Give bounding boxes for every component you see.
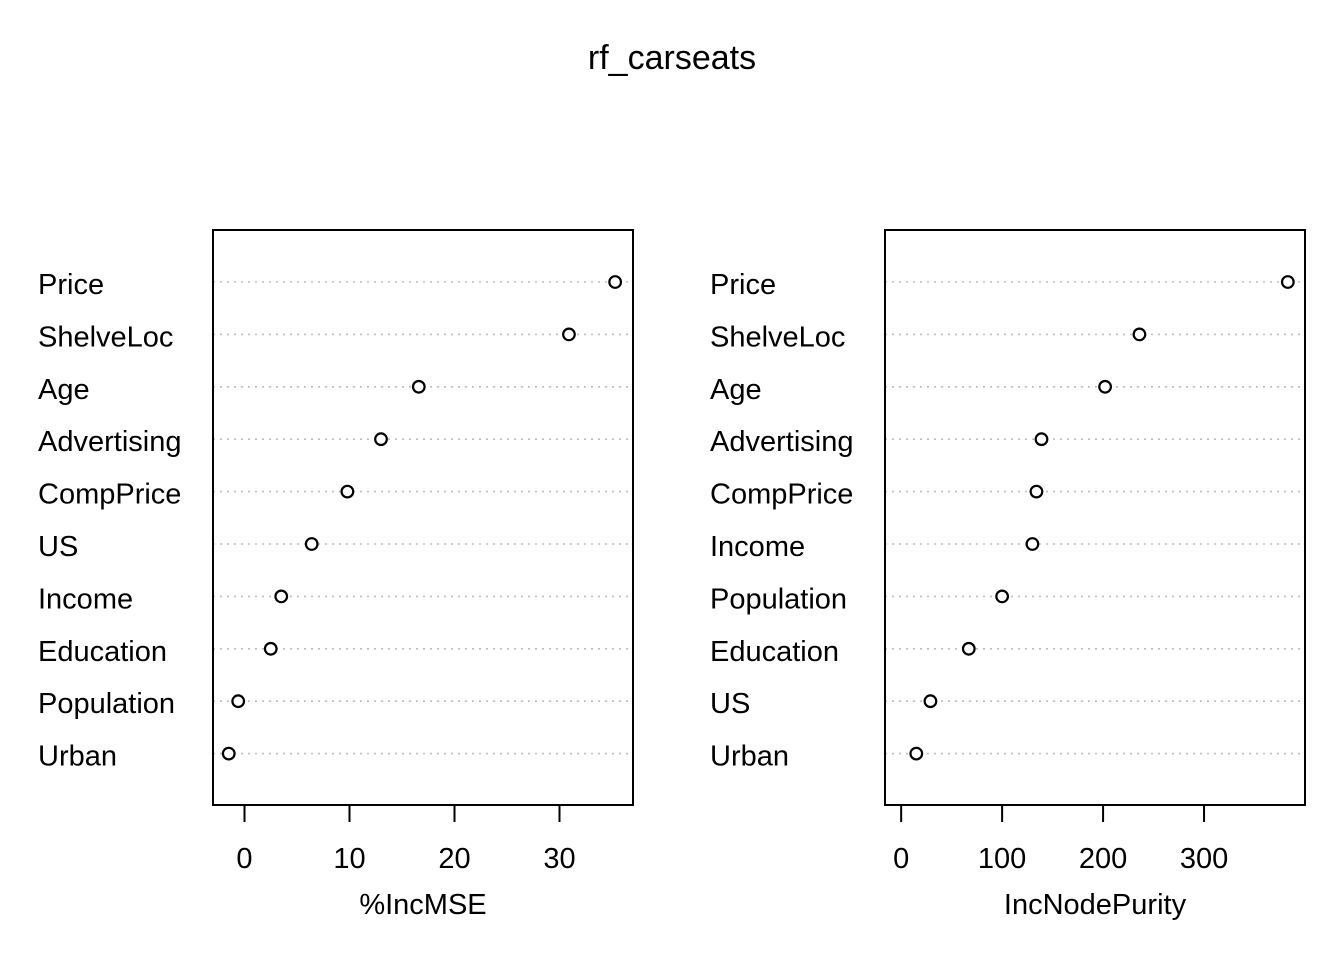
point-compprice [1029, 484, 1044, 499]
label-shelveloc: ShelveLoc [710, 321, 845, 353]
label-compprice: CompPrice [38, 479, 181, 511]
point-advertising [374, 432, 388, 447]
point-price [608, 275, 623, 289]
panel-incmse: Price ShelveLoc Age Advertising CompPrice US I… [38, 229, 634, 921]
x-tick-label: 20 [438, 843, 470, 875]
point-us [923, 694, 938, 709]
x-axis: 0 10 20 30 [236, 804, 576, 875]
label-age: Age [710, 374, 762, 406]
label-urban: Urban [38, 741, 117, 773]
panel-incnodepurity: Price ShelveLoc Age Advertising CompPrice Inc… [710, 229, 1306, 921]
data-points [909, 275, 1295, 761]
point-education [961, 641, 976, 656]
point-age [1098, 379, 1112, 394]
point-urban [909, 746, 924, 761]
x-tick-label: 10 [333, 843, 365, 875]
point-price [1280, 275, 1295, 289]
label-urban: Urban [710, 741, 789, 773]
label-advertising: Advertising [38, 426, 181, 458]
point-income [1025, 537, 1040, 551]
point-age [411, 379, 426, 394]
label-compprice: CompPrice [710, 479, 853, 511]
guide-lines [213, 281, 633, 755]
point-education [263, 641, 278, 656]
x-axis: 0 100 200 300 [893, 804, 1228, 875]
label-income: Income [710, 531, 805, 563]
point-income [274, 589, 289, 604]
point-compprice [340, 484, 355, 499]
x-tick-label: 0 [236, 843, 252, 875]
plot-frame [884, 229, 1306, 806]
label-shelveloc: ShelveLoc [38, 321, 173, 353]
chart-title: rf_carseats [588, 39, 756, 77]
label-income: Income [38, 583, 133, 615]
label-advertising: Advertising [710, 426, 853, 458]
x-axis-label: %IncMSE [359, 889, 486, 921]
label-us: US [38, 531, 78, 563]
point-us [304, 537, 319, 551]
label-us: US [710, 688, 750, 720]
point-advertising [1034, 432, 1049, 447]
label-population: Population [38, 688, 175, 720]
label-age: Age [38, 374, 90, 406]
x-tick-label: 0 [893, 843, 909, 875]
label-price: Price [710, 269, 776, 301]
plot-frame [212, 229, 634, 806]
variable-labels: Price ShelveLoc Age Advertising CompPrice Inc… [710, 269, 853, 773]
x-axis-label: IncNodePurity [1004, 889, 1187, 921]
data-points [221, 275, 623, 761]
label-education: Education [710, 636, 839, 668]
label-education: Education [38, 636, 167, 668]
label-population: Population [710, 583, 847, 615]
x-tick-label: 300 [1180, 843, 1228, 875]
guide-lines [885, 281, 1305, 755]
x-tick-label: 30 [543, 843, 575, 875]
point-urban [221, 746, 236, 761]
point-shelveloc [1132, 327, 1147, 342]
label-price: Price [38, 269, 104, 301]
point-population [995, 589, 1010, 604]
point-shelveloc [562, 327, 576, 342]
x-tick-label: 100 [978, 843, 1026, 875]
x-tick-label: 200 [1079, 843, 1127, 875]
variable-labels: Price ShelveLoc Age Advertising CompPrice US I… [38, 269, 181, 773]
point-population [231, 694, 246, 709]
